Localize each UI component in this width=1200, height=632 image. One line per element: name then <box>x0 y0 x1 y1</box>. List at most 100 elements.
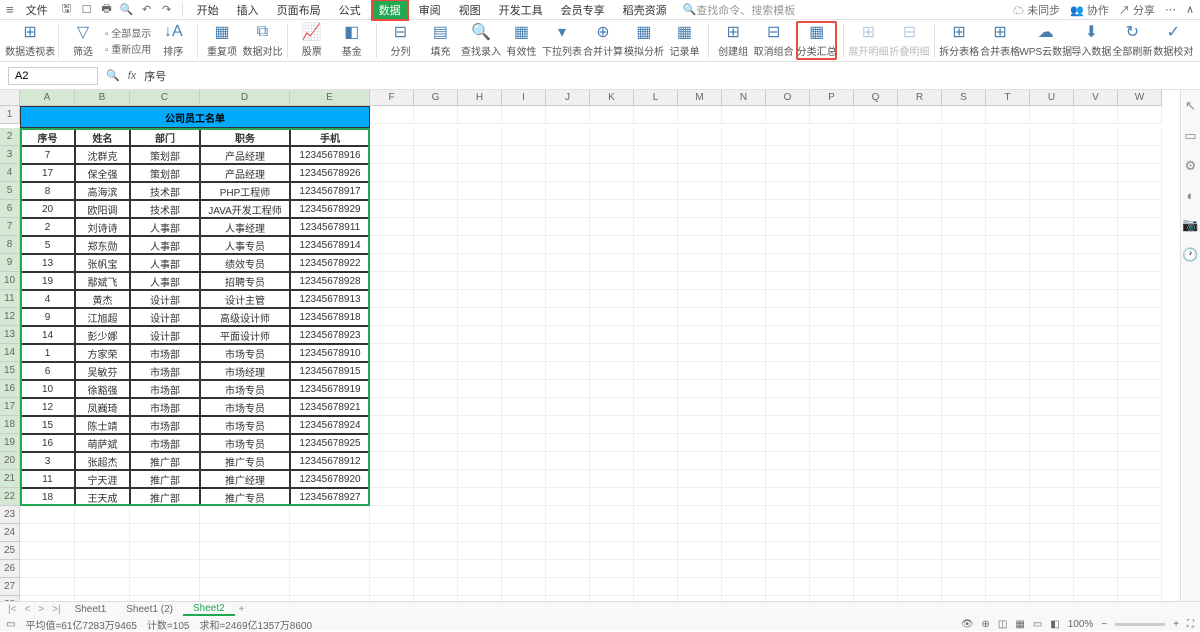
cell[interactable] <box>590 542 634 560</box>
cell[interactable]: 12345678916 <box>290 146 370 164</box>
cell[interactable] <box>590 560 634 578</box>
menu-tab-3[interactable]: 公式 <box>331 0 369 20</box>
cell[interactable] <box>458 308 502 326</box>
cell[interactable] <box>766 236 810 254</box>
cell[interactable]: 推广专员 <box>200 452 290 470</box>
cell[interactable] <box>130 560 200 578</box>
cell[interactable] <box>898 452 942 470</box>
cell[interactable] <box>370 308 414 326</box>
cell[interactable] <box>200 506 290 524</box>
cell[interactable] <box>414 416 458 434</box>
cell[interactable] <box>722 182 766 200</box>
cell[interactable]: 12345678920 <box>290 470 370 488</box>
cell[interactable] <box>1074 146 1118 164</box>
row-header[interactable]: 21 <box>0 470 20 488</box>
cell[interactable] <box>458 380 502 398</box>
cell[interactable] <box>898 164 942 182</box>
cell[interactable] <box>986 542 1030 560</box>
cell[interactable]: 张超杰 <box>75 452 130 470</box>
column-header[interactable]: N <box>722 90 766 106</box>
cell[interactable]: 市场专员 <box>200 434 290 452</box>
cell[interactable] <box>1118 272 1162 290</box>
zoom-value[interactable]: 100% <box>1068 619 1094 630</box>
cell[interactable]: 设计主管 <box>200 290 290 308</box>
cell[interactable]: 市场部 <box>130 380 200 398</box>
cell[interactable] <box>942 272 986 290</box>
cell[interactable] <box>370 254 414 272</box>
cell[interactable] <box>414 380 458 398</box>
cell[interactable]: 12345678917 <box>290 182 370 200</box>
cell[interactable] <box>590 452 634 470</box>
cell[interactable] <box>722 344 766 362</box>
cell[interactable] <box>502 452 546 470</box>
cell[interactable] <box>854 578 898 596</box>
cell[interactable] <box>502 470 546 488</box>
menu-tab-4[interactable]: 数据 <box>371 0 409 21</box>
cell[interactable] <box>810 182 854 200</box>
sheet-tab[interactable]: Sheet1 (2) <box>116 604 183 615</box>
cell[interactable] <box>678 164 722 182</box>
cell[interactable] <box>942 488 986 506</box>
cell[interactable] <box>810 254 854 272</box>
cell[interactable] <box>942 326 986 344</box>
cell[interactable] <box>942 560 986 578</box>
cell[interactable] <box>942 416 986 434</box>
cell[interactable] <box>546 398 590 416</box>
cell[interactable] <box>942 308 986 326</box>
cell[interactable] <box>986 452 1030 470</box>
cell[interactable] <box>502 146 546 164</box>
cell[interactable]: 刘诗诗 <box>75 218 130 236</box>
cell[interactable] <box>986 380 1030 398</box>
cell[interactable]: 15 <box>20 416 75 434</box>
cell[interactable] <box>1030 452 1074 470</box>
zoom-out-icon[interactable]: − <box>1101 619 1107 630</box>
cell[interactable]: 策划部 <box>130 146 200 164</box>
cell[interactable] <box>766 524 810 542</box>
cell[interactable] <box>1074 416 1118 434</box>
cell[interactable] <box>458 488 502 506</box>
cell[interactable] <box>458 578 502 596</box>
cell[interactable] <box>458 524 502 542</box>
cell[interactable] <box>458 434 502 452</box>
column-header[interactable]: I <box>502 90 546 106</box>
cell[interactable] <box>414 362 458 380</box>
cell[interactable] <box>1074 128 1118 146</box>
cell[interactable] <box>502 434 546 452</box>
cell[interactable] <box>502 326 546 344</box>
cell[interactable] <box>1030 434 1074 452</box>
cell[interactable] <box>590 254 634 272</box>
cell[interactable] <box>1118 146 1162 164</box>
cell[interactable]: 部门 <box>130 128 200 146</box>
row-header[interactable]: 27 <box>0 578 20 596</box>
cell[interactable] <box>854 308 898 326</box>
ribbon-btn-数据校对[interactable]: ✓数据校对 <box>1155 23 1192 58</box>
cell[interactable]: 市场部 <box>130 344 200 362</box>
cell[interactable] <box>1074 542 1118 560</box>
cell[interactable] <box>458 272 502 290</box>
cell[interactable] <box>414 164 458 182</box>
cell[interactable] <box>75 560 130 578</box>
cell[interactable] <box>678 434 722 452</box>
cell[interactable] <box>502 218 546 236</box>
cell[interactable]: 人事部 <box>130 254 200 272</box>
cell[interactable] <box>766 506 810 524</box>
cell[interactable] <box>810 326 854 344</box>
cell[interactable] <box>766 398 810 416</box>
cell[interactable] <box>942 254 986 272</box>
cell[interactable] <box>942 218 986 236</box>
column-header[interactable]: Q <box>854 90 898 106</box>
menu-tab-0[interactable]: 开始 <box>189 0 227 20</box>
cell[interactable] <box>722 236 766 254</box>
cell[interactable] <box>546 578 590 596</box>
view-icon-1[interactable]: 👁 <box>961 619 974 630</box>
cell[interactable] <box>810 200 854 218</box>
cell[interactable] <box>502 308 546 326</box>
cell[interactable] <box>810 506 854 524</box>
cell[interactable] <box>986 128 1030 146</box>
cell[interactable] <box>766 362 810 380</box>
cell[interactable] <box>634 524 678 542</box>
cell[interactable] <box>810 344 854 362</box>
cell[interactable] <box>854 236 898 254</box>
cell[interactable]: 技术部 <box>130 182 200 200</box>
settings-icon[interactable]: ⚙ <box>1185 158 1197 174</box>
